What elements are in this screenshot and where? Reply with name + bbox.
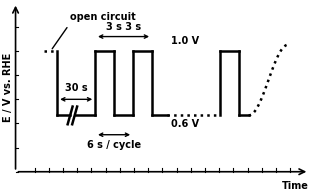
Text: 1.0 V: 1.0 V [171,36,199,46]
Text: 30 s: 30 s [65,83,87,93]
Text: 3 s 3 s: 3 s 3 s [106,22,141,32]
Text: open circuit: open circuit [70,12,135,22]
Text: 6 s / cycle: 6 s / cycle [87,140,141,150]
Y-axis label: E / V vs. RHE: E / V vs. RHE [3,53,13,122]
Text: Time: Time [282,181,309,191]
Text: 0.6 V: 0.6 V [171,119,199,129]
